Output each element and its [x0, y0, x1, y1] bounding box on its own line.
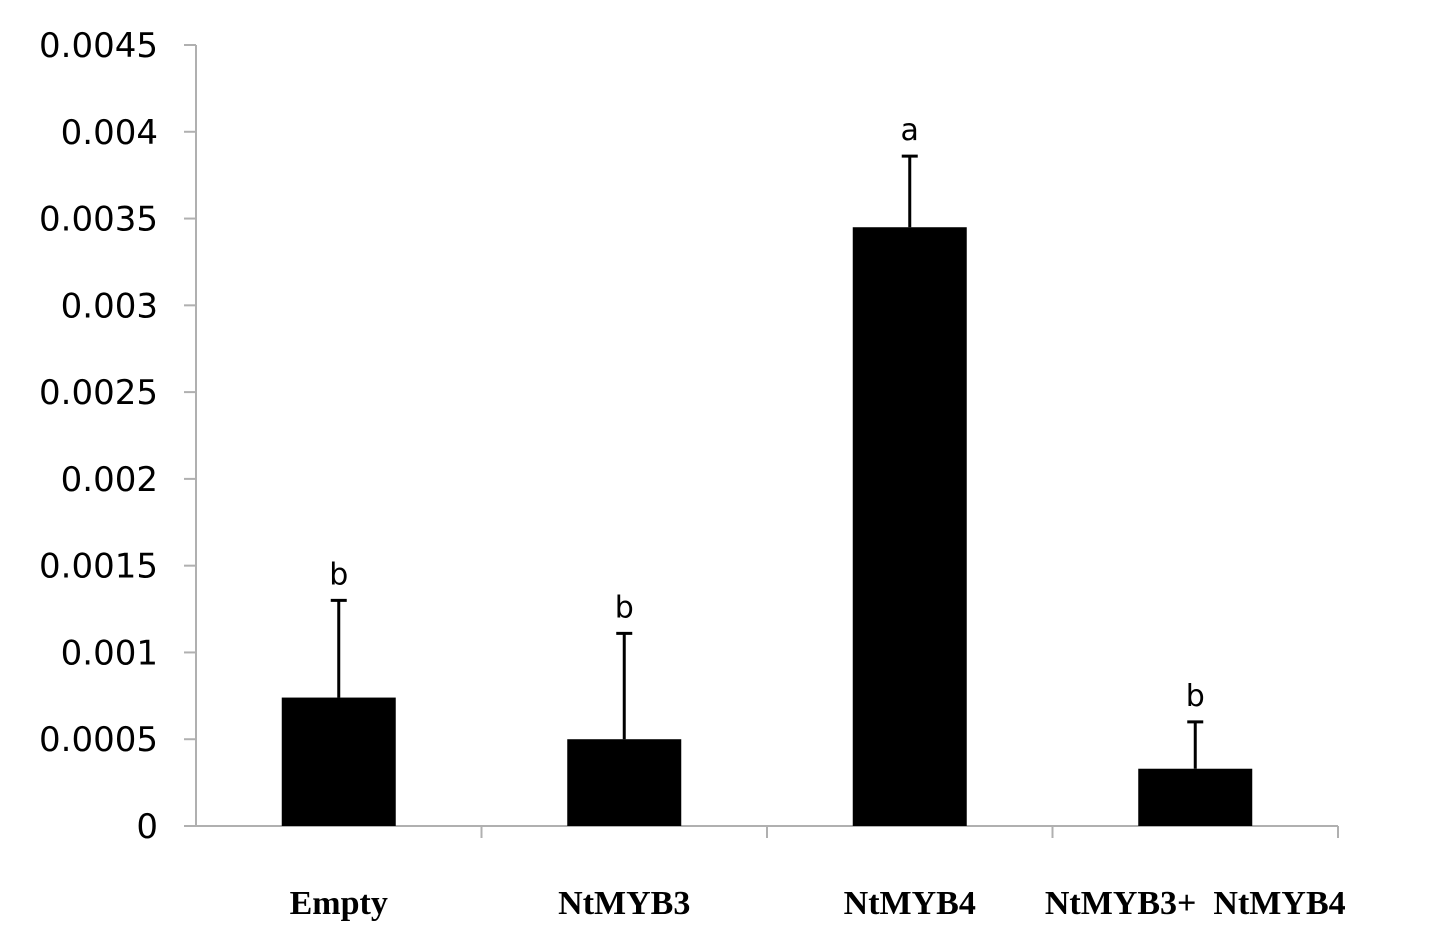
bar: [281, 697, 396, 826]
significance-letter: a: [901, 113, 919, 148]
y-tick-label: 0: [136, 807, 158, 847]
significance-letters: b b a b: [329, 113, 1205, 714]
y-tick-label: 0.003: [61, 286, 158, 326]
y-tick-label: 0.0015: [39, 547, 158, 587]
y-tick-label: 0.004: [61, 113, 158, 153]
y-tick-label: 0.0005: [39, 720, 158, 760]
significance-letter: b: [615, 590, 634, 625]
significance-letter: b: [329, 557, 348, 592]
y-tick-label: 0.001: [61, 633, 158, 673]
x-tick-label: NtMYB4: [844, 885, 976, 922]
bar: [852, 227, 967, 826]
x-tick-label: Empty: [290, 885, 388, 922]
y-tick-label: 0.0035: [39, 200, 158, 240]
x-tick-label: NtMYB3+ NtMYB4: [1045, 885, 1346, 922]
y-axis: 0 0.0005 0.001 0.0015 0.002 0.0025 0.003 0.0035…: [39, 26, 197, 847]
bar: [567, 739, 682, 826]
significance-letter: b: [1186, 679, 1205, 714]
y-tick-label: 0.0045: [39, 26, 158, 66]
x-axis: Empty NtMYB3 NtMYB4 NtMYB3+ NtMYB4: [196, 825, 1346, 922]
y-tick-label: 0.0025: [39, 373, 158, 413]
bar: [1138, 768, 1253, 826]
x-tick-label: NtMYB3: [558, 885, 690, 922]
bars: [281, 227, 1253, 826]
error-bars: [330, 154, 1204, 769]
y-tick-label: 0.002: [61, 460, 158, 500]
